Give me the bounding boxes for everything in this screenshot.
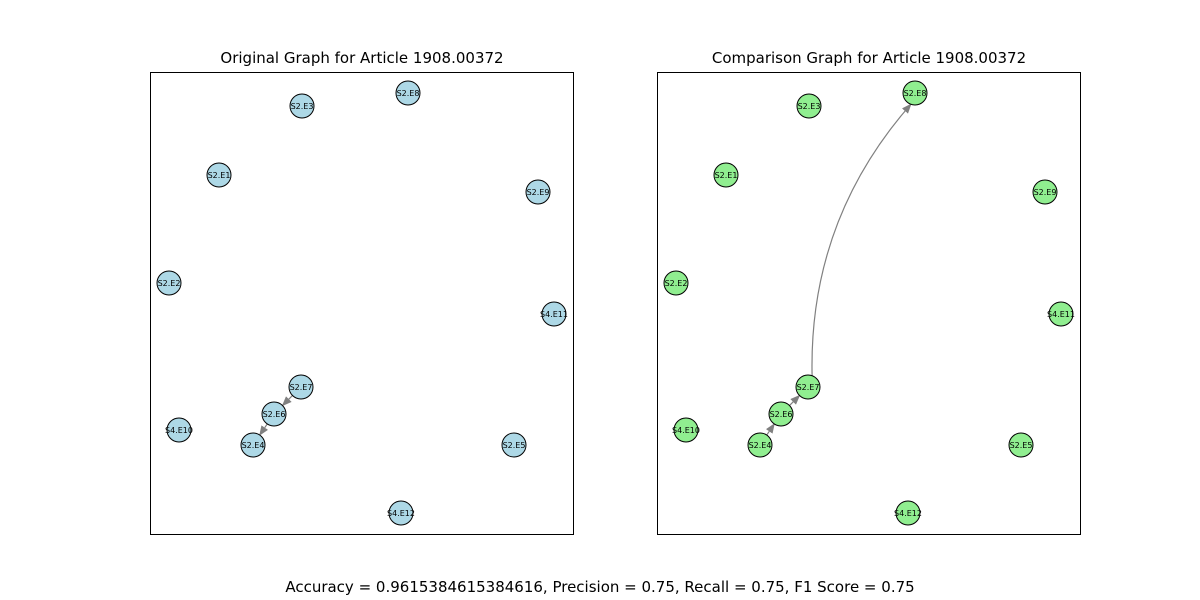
left-node-s2-e4	[240, 432, 266, 458]
right-node-s2-e3	[796, 93, 822, 119]
right-edge-s2-e6-to-s2-e7	[789, 394, 801, 406]
right-node-s2-e7	[795, 374, 821, 400]
left-node-s2-e3	[289, 93, 315, 119]
right-node-label-s2-e9: S2.E9	[1034, 188, 1057, 197]
left-node-label-s2-e4: S2.E4	[242, 441, 265, 450]
right-node-s2-e6	[768, 401, 794, 427]
left-graph-nodes: S2.E8 S2.E3 S2.E1 S2.E9 S2.E2 S4.E11 S2.E7 S2.E…	[156, 80, 568, 526]
left-node-s2-e1	[206, 162, 232, 188]
right-node-s2-e1	[713, 162, 739, 188]
left-node-label-s2-e1: S2.E1	[208, 171, 231, 180]
right-node-label-s2-e6: S2.E6	[770, 410, 793, 419]
left-node-label-s4-e10: S4.E10	[165, 426, 193, 435]
left-graph-edges	[259, 395, 293, 436]
left-node-s2-e8	[395, 80, 421, 106]
left-node-s4-e12	[388, 500, 414, 526]
right-node-s4-e10	[673, 417, 699, 443]
right-node-label-s2-e7: S2.E7	[797, 383, 820, 392]
right-graph-edges	[765, 103, 912, 436]
right-node-label-s2-e5: S2.E5	[1010, 441, 1033, 450]
left-node-s4-e11	[541, 301, 567, 327]
left-node-s2-e6	[261, 401, 287, 427]
right-edge-s2-e4-to-s2-e6	[765, 423, 775, 436]
right-node-s2-e8	[902, 80, 928, 106]
right-node-s2-e2	[663, 270, 689, 296]
metrics-summary: Accuracy = 0.9615384615384616, Precision…	[285, 578, 915, 596]
left-node-label-s2-e9: S2.E9	[527, 188, 550, 197]
right-node-label-s2-e2: S2.E2	[665, 279, 688, 288]
left-node-label-s2-e7: S2.E7	[290, 383, 313, 392]
right-graph-nodes: S2.E8 S2.E3 S2.E1 S2.E9 S2.E2 S4.E11 S2.E7 S2.E…	[663, 80, 1075, 526]
left-node-s2-e2	[156, 270, 182, 296]
left-node-label-s2-e6: S2.E6	[263, 410, 286, 419]
right-node-s2-e4	[747, 432, 773, 458]
right-node-label-s4-e11: S4.E11	[1047, 310, 1075, 319]
left-node-label-s4-e12: S4.E12	[387, 509, 415, 518]
right-node-label-s2-e1: S2.E1	[715, 171, 738, 180]
right-node-s4-e11	[1048, 301, 1074, 327]
right-node-s4-e12	[895, 500, 921, 526]
left-node-s4-e10	[166, 417, 192, 443]
left-edge-s2-e6-to-s2-e4	[259, 423, 269, 436]
right-node-label-s4-e10: S4.E10	[672, 426, 700, 435]
left-node-label-s2-e2: S2.E2	[158, 279, 181, 288]
right-node-s2-e9	[1032, 179, 1058, 205]
left-graph-frame	[150, 72, 574, 535]
left-node-s2-e5	[501, 432, 527, 458]
left-node-label-s2-e8: S2.E8	[397, 89, 420, 98]
right-node-label-s4-e12: S4.E12	[894, 509, 922, 518]
right-graph-frame	[657, 72, 1081, 535]
right-edge-s2-e7-to-s2-e8	[811, 103, 912, 376]
right-node-label-s2-e3: S2.E3	[798, 102, 821, 111]
right-node-s2-e5	[1008, 432, 1034, 458]
right-node-label-s2-e4: S2.E4	[749, 441, 772, 450]
left-node-s2-e7	[288, 374, 314, 400]
left-node-label-s2-e3: S2.E3	[291, 102, 314, 111]
left-node-label-s2-e5: S2.E5	[503, 441, 526, 450]
left-node-label-s4-e11: S4.E11	[540, 310, 568, 319]
right-node-label-s2-e8: S2.E8	[904, 89, 927, 98]
left-node-s2-e9	[525, 179, 551, 205]
left-graph-title: Original Graph for Article 1908.00372	[220, 49, 504, 67]
left-edge-s2-e7-to-s2-e6	[281, 395, 293, 407]
right-graph-title: Comparison Graph for Article 1908.00372	[711, 49, 1027, 67]
